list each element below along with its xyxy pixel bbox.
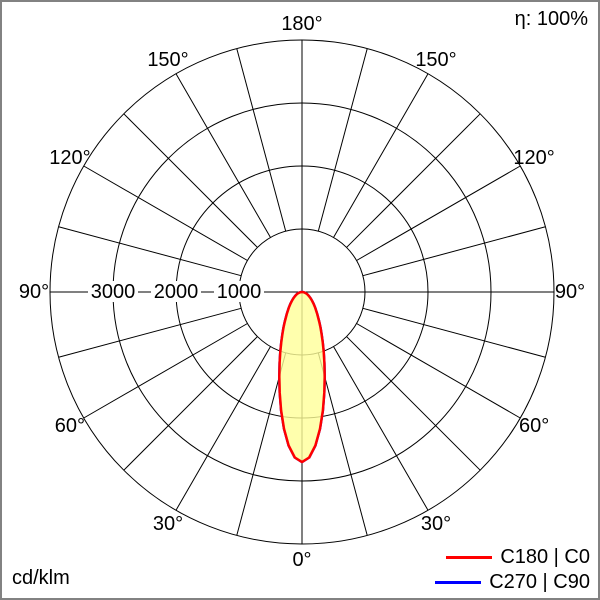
svg-text:150°: 150° [415, 49, 456, 71]
svg-text:30°: 30° [421, 513, 451, 535]
legend-label-c90-c270: C270 | C90 [489, 571, 590, 593]
legend-label-c0-c180: C180 | C0 [500, 546, 590, 568]
svg-text:1000: 1000 [217, 281, 262, 303]
svg-text:0°: 0° [292, 549, 311, 571]
angle-labels: 0° 30° 30° 60° 60° 90° 90° 120° 120° 150° 150° 180° [19, 13, 585, 571]
svg-text:30°: 30° [153, 513, 183, 535]
svg-text:60°: 60° [519, 415, 549, 437]
legend-line-red-icon [446, 556, 493, 559]
units-label: cd/klm [12, 567, 70, 589]
legend-line-blue-icon [435, 581, 482, 584]
svg-text:120°: 120° [49, 147, 90, 169]
svg-text:120°: 120° [513, 147, 554, 169]
ring-value-labels: 1000 2000 3000 [88, 281, 264, 303]
legend: C180 | C0 C270 | C90 [435, 546, 590, 594]
efficiency-label: η: 100% [514, 8, 588, 30]
legend-item-c90-c270: C270 | C90 [435, 571, 590, 594]
svg-text:60°: 60° [55, 415, 85, 437]
svg-text:2000: 2000 [154, 281, 199, 303]
svg-text:180°: 180° [281, 13, 322, 35]
polar-grid [49, 39, 555, 545]
svg-text:150°: 150° [147, 49, 188, 71]
legend-item-c0-c180: C180 | C0 [446, 546, 590, 569]
svg-text:90°: 90° [19, 281, 49, 303]
intensity-curves [278, 290, 326, 464]
svg-text:3000: 3000 [91, 281, 136, 303]
svg-text:90°: 90° [555, 281, 585, 303]
